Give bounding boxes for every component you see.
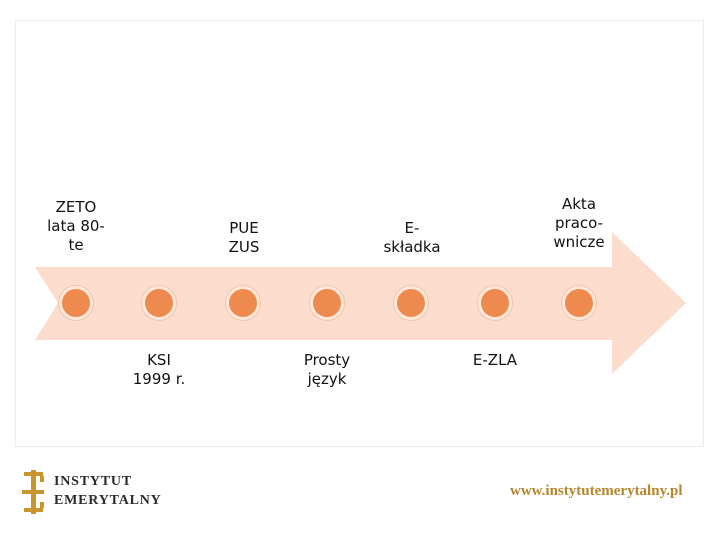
timeline-dot-5 <box>394 286 428 320</box>
website-link[interactable]: www.instytutemerytalny.pl <box>510 483 683 499</box>
logo-line-1: INSTYTUT <box>54 474 132 489</box>
logo-line-2: EMERYTALNY <box>54 493 162 508</box>
timeline-dot-4 <box>310 286 344 320</box>
timeline-dot-2 <box>142 286 176 320</box>
label-zeto: ZETO lata 80- te <box>47 198 105 254</box>
institute-logo-icon <box>22 470 44 514</box>
label-pue-zus: PUE ZUS <box>228 219 260 256</box>
slide-frame <box>15 20 704 447</box>
label-akta-pracownicze: Akta praco- wnicze <box>553 195 605 251</box>
institute-logo-text: INSTYTUT EMERYTALNY <box>54 472 162 510</box>
label-e-zla: E-ZLA <box>472 351 518 369</box>
timeline-dot-1 <box>59 286 93 320</box>
label-e-skladka: E- składka <box>383 219 441 256</box>
label-ksi: KSI 1999 r. <box>132 351 186 388</box>
timeline-dot-3 <box>226 286 260 320</box>
label-prosty-jezyk: Prosty język <box>303 351 351 388</box>
timeline-dot-6 <box>478 286 512 320</box>
timeline-dot-7 <box>562 286 596 320</box>
